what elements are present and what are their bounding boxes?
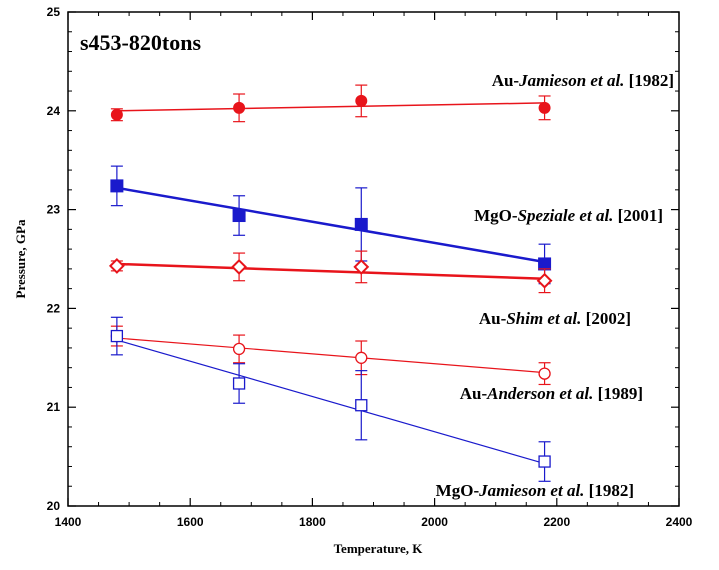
series-label-year: [2001] <box>613 206 663 225</box>
data-point <box>355 351 368 364</box>
series-label-3: Au-Anderson et al. [1989] <box>460 384 643 403</box>
data-point <box>108 258 125 274</box>
fit-line <box>116 337 545 374</box>
data-point <box>110 108 123 121</box>
x-tick-label: 2200 <box>543 515 570 529</box>
series-1 <box>110 165 552 285</box>
series-label-year: [1982] <box>624 71 674 90</box>
chart-title: s453-820tons <box>80 30 201 55</box>
data-point <box>233 101 246 114</box>
fit-line <box>116 262 545 281</box>
series-label-authors: Anderson et al. <box>486 384 593 403</box>
series-label-prefix: Au- <box>492 71 520 90</box>
y-tick-label: 21 <box>47 400 61 414</box>
series-label-authors: Speziale et al. <box>518 206 614 225</box>
data-point <box>355 399 368 412</box>
data-point <box>538 257 552 271</box>
x-tick-label: 1400 <box>55 515 82 529</box>
series-2 <box>108 250 553 294</box>
x-tick-label: 1800 <box>299 515 326 529</box>
series-label-authors: Jamieson et al. <box>518 71 624 90</box>
fit-line <box>116 339 545 465</box>
series-0 <box>110 84 551 123</box>
data-point <box>354 217 368 231</box>
fit-line <box>116 102 545 112</box>
series-label-authors: Shim et al. <box>506 309 581 328</box>
data-point <box>232 209 246 223</box>
data-point <box>353 258 370 275</box>
series-label-authors: Jamieson et al. <box>478 481 584 500</box>
series-label-year: [1989] <box>593 384 643 403</box>
x-axis-label: Temperature, K <box>334 541 424 556</box>
series-label-year: [1982] <box>584 481 634 500</box>
series-label-year: [2002] <box>581 309 631 328</box>
data-point <box>536 272 553 289</box>
data-point <box>538 101 551 114</box>
x-tick-label: 2000 <box>421 515 448 529</box>
data-point <box>231 258 247 275</box>
series-label-2: Au-Shim et al. [2002] <box>479 309 631 328</box>
series-3 <box>110 325 551 386</box>
series-label-prefix: MgO- <box>436 481 480 500</box>
data-point <box>538 455 551 468</box>
series-label-4: MgO-Jamieson et al. [1982] <box>436 481 634 500</box>
y-axis-label: Pressure, GPa <box>13 219 28 298</box>
fit-line <box>116 186 545 264</box>
y-tick-label: 20 <box>47 499 61 513</box>
series-label-0: Au-Jamieson et al. [1982] <box>492 71 674 90</box>
series-label-prefix: MgO- <box>474 206 518 225</box>
y-tick-label: 25 <box>47 5 61 19</box>
y-tick-label: 24 <box>47 104 61 118</box>
x-tick-label: 1600 <box>177 515 204 529</box>
series-label-1: MgO-Speziale et al. [2001] <box>474 206 663 225</box>
y-tick-label: 23 <box>47 203 61 217</box>
x-tick-label: 2400 <box>666 515 693 529</box>
data-point <box>232 342 246 356</box>
y-tick-label: 22 <box>47 301 61 315</box>
data-point <box>538 367 551 380</box>
series-label-prefix: Au- <box>479 309 507 328</box>
data-point <box>110 329 124 343</box>
data-point <box>232 377 246 390</box>
data-point <box>355 94 368 107</box>
series-label-prefix: Au- <box>460 384 488 403</box>
series-4 <box>110 316 551 482</box>
data-point <box>110 179 124 193</box>
